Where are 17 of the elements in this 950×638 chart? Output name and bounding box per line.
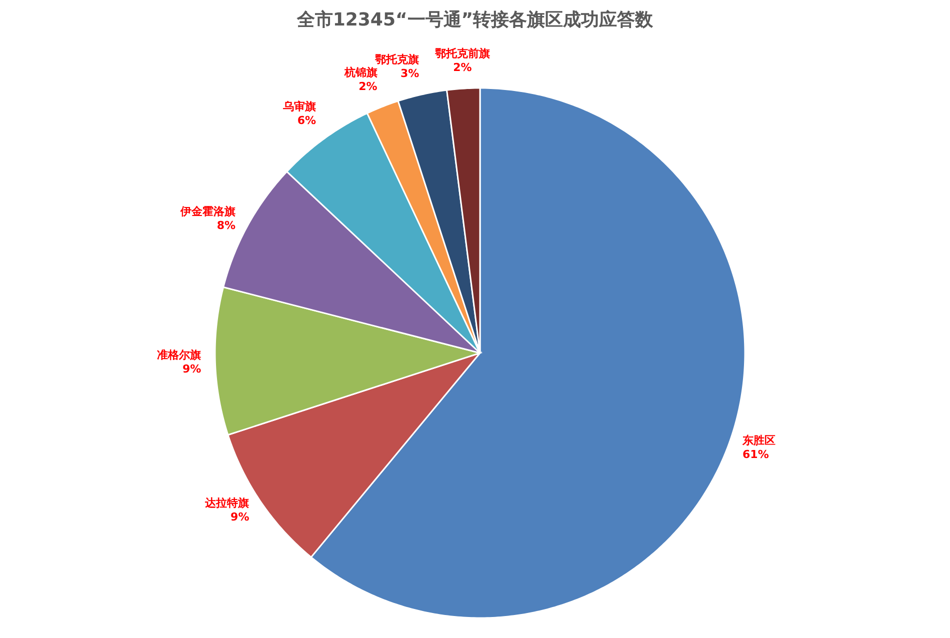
data-label: 3% <box>400 67 420 80</box>
chart-title: 全市12345“一号通”转接各旗区成功应答数 <box>296 10 654 30</box>
slice-label: 鄂托克旗 <box>375 53 420 66</box>
slice-label: 达拉特旗 <box>204 496 250 510</box>
data-label: 61% <box>742 448 769 462</box>
slice-label: 东胜区 <box>742 434 776 448</box>
slice-label: 乌审旗 <box>282 100 316 113</box>
data-label: 9% <box>182 362 202 376</box>
slice-label: 伊金霍洛旗 <box>180 205 236 218</box>
slice-label: 杭锦旗 <box>343 66 378 80</box>
slice-label: 准格尔旗 <box>157 348 202 362</box>
data-label: 9% <box>230 510 250 524</box>
data-label: 8% <box>216 219 236 232</box>
slice-label: 鄂托克前旗 <box>434 47 490 60</box>
data-label: 2% <box>453 61 472 74</box>
data-label: 6% <box>297 114 316 127</box>
data-label: 2% <box>358 80 378 94</box>
